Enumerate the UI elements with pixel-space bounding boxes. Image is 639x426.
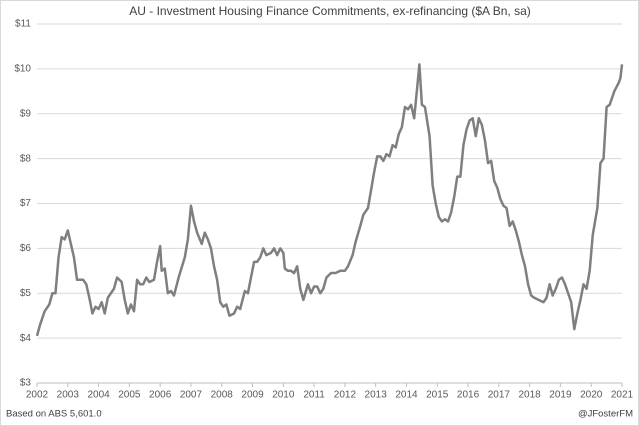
y-tick-label: $7 [20, 198, 32, 209]
x-tick-label: 2017 [488, 390, 511, 401]
y-tick-label: $11 [15, 19, 31, 30]
y-tick-label: $6 [20, 243, 32, 254]
y-tick-label: $9 [20, 108, 32, 119]
x-tick-label: 2007 [180, 390, 203, 401]
y-tick-label: $5 [20, 288, 32, 299]
y-tick-label: $4 [20, 333, 32, 344]
y-tick-label: $3 [20, 378, 32, 389]
x-tick-label: 2002 [26, 390, 49, 401]
x-tick-label: 2004 [87, 390, 110, 401]
x-tick-label: 2006 [149, 390, 172, 401]
y-tick-label: $10 [14, 64, 31, 75]
source-note: Based on ABS 5,601.0 [6, 409, 102, 420]
x-tick-label: 2019 [549, 390, 572, 401]
x-tick-label: 2010 [272, 390, 295, 401]
x-tick-label: 2005 [118, 390, 141, 401]
x-tick-label: 2020 [580, 390, 603, 401]
chart-title: AU - Investment Housing Finance Commitme… [129, 4, 531, 18]
credit: @JFosterFM [578, 409, 633, 420]
x-tick-label: 2021 [611, 390, 634, 401]
x-tick-label: 2003 [57, 390, 80, 401]
x-tick-label: 2009 [241, 390, 264, 401]
x-tick-label: 2012 [334, 390, 357, 401]
data-line [35, 63, 624, 337]
y-tick-label: $8 [20, 153, 32, 164]
x-tick-label: 2011 [303, 390, 325, 401]
x-tick-label: 2015 [426, 390, 449, 401]
x-tick-label: 2018 [519, 390, 542, 401]
x-tick-label: 2013 [365, 390, 388, 401]
x-tick-label: 2008 [211, 390, 234, 401]
x-tick-label: 2014 [395, 390, 418, 401]
x-tick-label: 2016 [457, 390, 480, 401]
